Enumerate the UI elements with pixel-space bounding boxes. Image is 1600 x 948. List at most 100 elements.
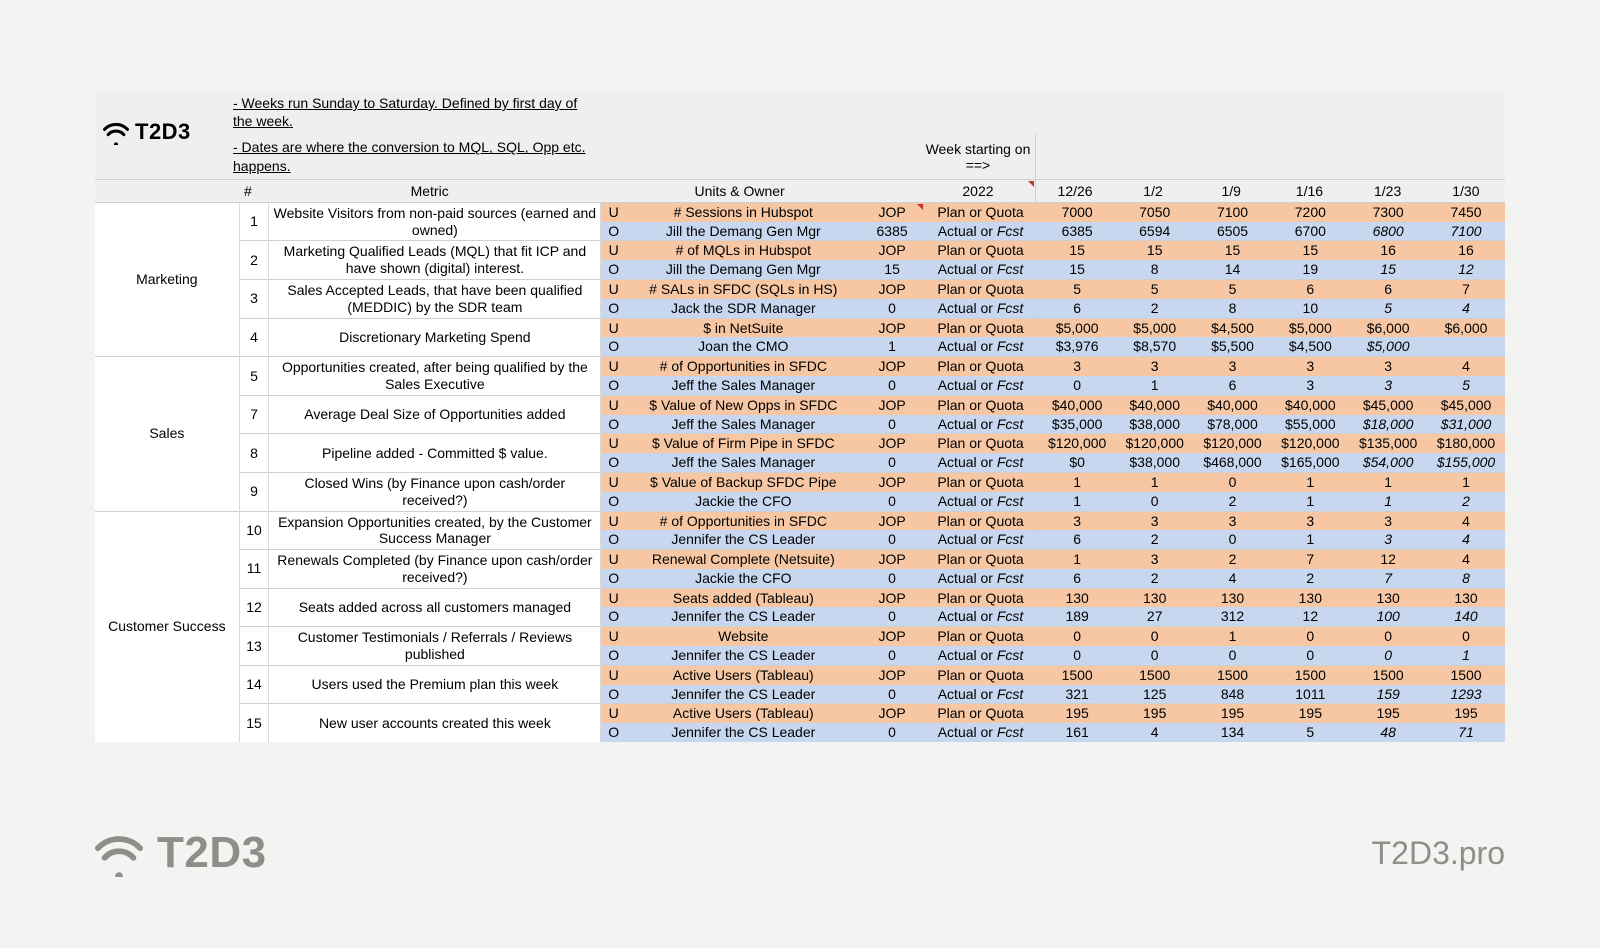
jop-cell: 0 <box>861 607 924 626</box>
value-cell: 7200 <box>1271 203 1349 222</box>
value-cell: 3 <box>1038 511 1116 530</box>
value-cell: $5,000 <box>1038 318 1116 337</box>
uo-label-o: O <box>601 607 626 626</box>
value-cell: 6385 <box>1038 222 1116 241</box>
value-cell: 6700 <box>1271 222 1349 241</box>
value-cell: 0 <box>1116 646 1194 665</box>
value-cell: $55,000 <box>1271 415 1349 434</box>
col-year: 2022 <box>921 179 1036 202</box>
table-row: 13Customer Testimonials / Referrals / Re… <box>95 627 1505 646</box>
value-cell: $45,000 <box>1349 395 1427 414</box>
col-date-1: 1/2 <box>1114 179 1192 202</box>
uo-label-o: O <box>601 337 626 356</box>
value-cell: $4,500 <box>1271 337 1349 356</box>
value-cell: 0 <box>1116 492 1194 511</box>
jop-cell: 0 <box>861 530 924 549</box>
value-cell: 2 <box>1427 492 1505 511</box>
footer: T2D3 T2D3.pro <box>95 828 1505 878</box>
note-line-2: - Dates are where the conversion to MQL,… <box>233 134 596 179</box>
value-cell: 3 <box>1116 550 1194 569</box>
value-cell: 1500 <box>1038 665 1116 684</box>
uo-label-u: U <box>601 279 626 298</box>
jop-cell: JOP <box>861 241 924 260</box>
value-cell: 125 <box>1116 685 1194 704</box>
owner-label: Joan the CMO <box>626 337 861 356</box>
table-row: 8Pipeline added - Committed $ value.U$ V… <box>95 434 1505 453</box>
value-cell: 10 <box>1271 299 1349 318</box>
value-cell: $5,000 <box>1116 318 1194 337</box>
units-label: $ in NetSuite <box>626 318 861 337</box>
value-cell: $180,000 <box>1427 434 1505 453</box>
value-cell: 0 <box>1116 627 1194 646</box>
jop-cell: JOP <box>861 434 924 453</box>
table-row: 15New user accounts created this weekUAc… <box>95 704 1505 723</box>
table-row: Sales5Opportunities created, after being… <box>95 357 1505 376</box>
owner-label: Jennifer the CS Leader <box>626 646 861 665</box>
row-type-plan: Plan or Quota <box>924 395 1038 414</box>
jop-cell: JOP <box>861 665 924 684</box>
value-cell: 0 <box>1427 627 1505 646</box>
uo-label-u: U <box>601 318 626 337</box>
value-cell: 4 <box>1194 569 1272 588</box>
value-cell: 6 <box>1038 299 1116 318</box>
metric-description: New user accounts created this week <box>269 704 601 742</box>
uo-label-u: U <box>601 588 626 607</box>
value-cell: 71 <box>1427 723 1505 742</box>
col-date-2: 1/9 <box>1192 179 1270 202</box>
row-type-actual: Actual or Fcst <box>924 299 1038 318</box>
metric-description: Closed Wins (by Finance upon cash/order … <box>269 472 601 511</box>
value-cell: 0 <box>1194 646 1272 665</box>
row-type-plan: Plan or Quota <box>924 627 1038 646</box>
metric-number: 10 <box>239 511 269 550</box>
metric-description: Seats added across all customers managed <box>269 588 601 627</box>
value-cell: 3 <box>1349 511 1427 530</box>
units-label: # SALs in SFDC (SQLs in HS) <box>626 279 861 298</box>
value-cell: 1500 <box>1194 665 1272 684</box>
header-area: T2D3 - Weeks run Sunday to Saturday. Def… <box>95 90 1505 203</box>
value-cell: 1 <box>1271 492 1349 511</box>
metric-number: 11 <box>239 550 269 589</box>
metric-number: 3 <box>239 279 269 318</box>
metric-number: 4 <box>239 318 269 357</box>
jop-cell: JOP <box>861 550 924 569</box>
value-cell: 3 <box>1194 511 1272 530</box>
metric-description: Users used the Premium plan this week <box>269 665 601 704</box>
value-cell: 4 <box>1427 299 1505 318</box>
value-cell: $40,000 <box>1116 395 1194 414</box>
col-metric: Metric <box>263 179 597 202</box>
jop-cell: JOP <box>861 511 924 530</box>
value-cell: 4 <box>1427 550 1505 569</box>
col-date-5: 1/30 <box>1427 179 1505 202</box>
spreadsheet: T2D3 - Weeks run Sunday to Saturday. Def… <box>95 90 1505 742</box>
value-cell: 6 <box>1194 376 1272 395</box>
canvas: T2D3 - Weeks run Sunday to Saturday. Def… <box>0 0 1600 948</box>
row-type-actual: Actual or Fcst <box>924 530 1038 549</box>
units-label: Website <box>626 627 861 646</box>
value-cell: 3 <box>1271 357 1349 376</box>
value-cell: 5 <box>1427 376 1505 395</box>
value-cell: 0 <box>1038 376 1116 395</box>
value-cell: 5 <box>1038 279 1116 298</box>
value-cell: 15 <box>1116 241 1194 260</box>
jop-cell: 0 <box>861 685 924 704</box>
value-cell: $40,000 <box>1271 395 1349 414</box>
value-cell: $5,500 <box>1194 337 1272 356</box>
value-cell: $468,000 <box>1194 453 1272 472</box>
row-type-actual: Actual or Fcst <box>924 492 1038 511</box>
value-cell: $5,000 <box>1271 318 1349 337</box>
value-cell: $120,000 <box>1116 434 1194 453</box>
metric-number: 1 <box>239 203 269 241</box>
metric-number: 5 <box>239 357 269 396</box>
value-cell: 7100 <box>1194 203 1272 222</box>
uo-label-o: O <box>601 415 626 434</box>
value-cell: 2 <box>1271 569 1349 588</box>
row-type-plan: Plan or Quota <box>924 472 1038 491</box>
value-cell: 130 <box>1271 588 1349 607</box>
units-label: # Sessions in Hubspot <box>626 203 861 222</box>
value-cell: 0 <box>1349 627 1427 646</box>
uo-label-o: O <box>601 376 626 395</box>
owner-label: Jeff the Sales Manager <box>626 376 861 395</box>
table-row: 4Discretionary Marketing SpendU$ in NetS… <box>95 318 1505 337</box>
row-type-plan: Plan or Quota <box>924 511 1038 530</box>
units-label: $ Value of New Opps in SFDC <box>626 395 861 414</box>
